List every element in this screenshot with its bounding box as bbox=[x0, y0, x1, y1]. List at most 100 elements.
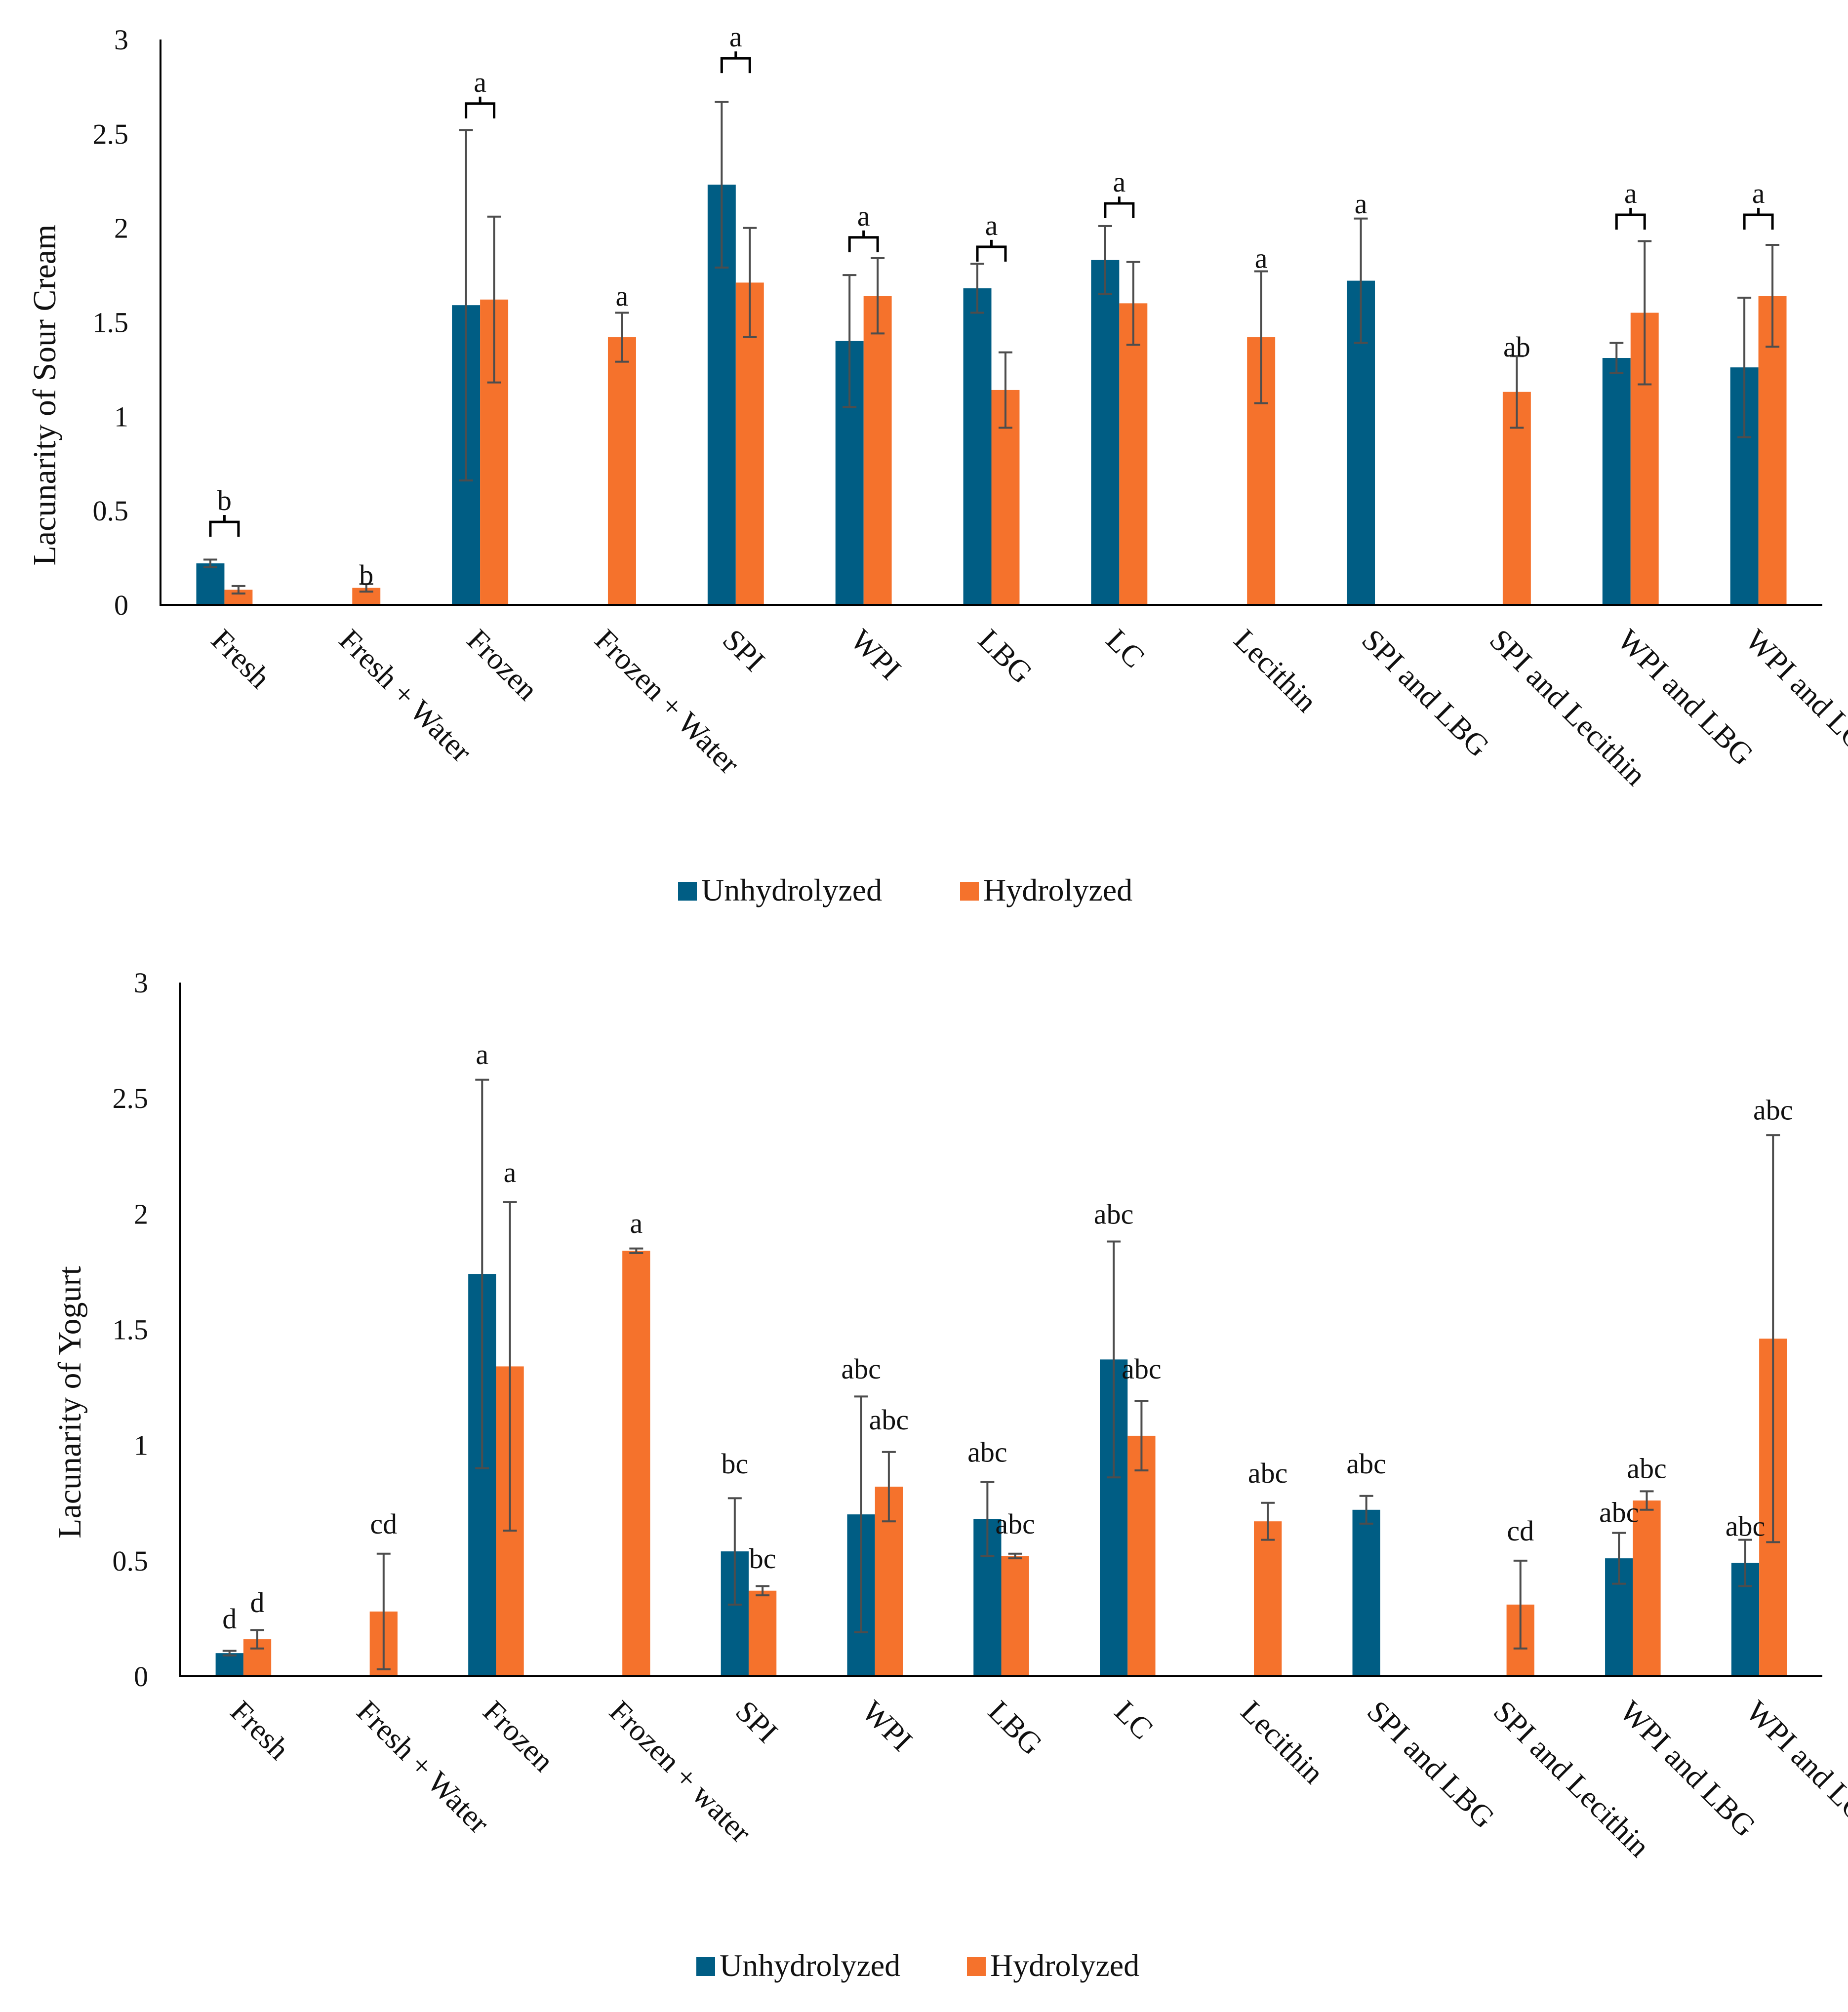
sour-cream-y-axis-label: Lacunarity of Sour Cream bbox=[27, 225, 63, 566]
sour-cream-error-bar bbox=[231, 585, 245, 595]
sour-cream-category-label: Frozen bbox=[460, 623, 544, 707]
sour-cream-error-bar bbox=[871, 257, 885, 335]
yogurt-legend: Unhydrolyzed Hydrolyzed bbox=[696, 1948, 1139, 1983]
sour-cream-bars bbox=[196, 184, 1787, 605]
yogurt-bar-hydrolyzed bbox=[748, 1590, 777, 1676]
sour-cream-y-tick-label: 2.5 bbox=[93, 118, 129, 150]
yogurt-error-bar bbox=[727, 1497, 742, 1606]
yogurt-significance-letter: abc bbox=[1726, 1510, 1766, 1542]
yogurt-bar-hydrolyzed bbox=[622, 1251, 650, 1676]
yogurt-category-label: Fresh bbox=[224, 1695, 296, 1767]
yogurt-error-bar bbox=[503, 1201, 517, 1532]
yogurt-significance-letter: d bbox=[222, 1603, 237, 1635]
yogurt-significance-letter: abc bbox=[1248, 1457, 1288, 1489]
sour-cream-bar-hydrolyzed bbox=[607, 337, 636, 605]
sour-cream-error-bar bbox=[615, 312, 629, 363]
yogurt-error-bar bbox=[222, 1650, 237, 1657]
yogurt-y-tick-label: 2.5 bbox=[113, 1082, 149, 1114]
yogurt-error-bar bbox=[629, 1247, 643, 1254]
sour-cream-significance-letter: a bbox=[616, 280, 629, 312]
sour-cream-category-label: WPI bbox=[844, 623, 907, 686]
sour-cream-significance-bracket bbox=[1104, 202, 1135, 219]
sour-cream-significance-letter: a bbox=[1624, 177, 1637, 209]
yogurt-error-bar bbox=[1766, 1134, 1780, 1543]
yogurt-significance-letter: cd bbox=[1507, 1515, 1534, 1547]
yogurt-significance-letter: abc bbox=[869, 1404, 909, 1436]
yogurt-error-bar bbox=[1640, 1490, 1654, 1511]
yogurt-chart: Lacunarity of Yogurt 0 0.5 1 1.5 2 2.5 3 dd cd a… bbox=[52, 967, 1848, 1983]
yogurt-legend-unhydrolyzed-label: Unhydrolyzed bbox=[720, 1948, 900, 1983]
sour-cream-significance-bracket bbox=[1743, 213, 1774, 230]
yogurt-y-axis-label: Lacunarity of Yogurt bbox=[52, 1266, 88, 1539]
sour-cream-error-bar bbox=[203, 558, 217, 568]
yogurt-error-bar bbox=[376, 1552, 391, 1670]
sour-cream-category-label: SPI and LBG bbox=[1355, 623, 1495, 763]
yogurt-significance-letter: a bbox=[630, 1207, 643, 1239]
sour-cream-category-label: LBG bbox=[972, 623, 1039, 690]
sour-cream-y-tick-label: 0 bbox=[114, 589, 128, 621]
sour-cream-legend-hydrolyzed-swatch bbox=[960, 882, 979, 901]
sour-cream-category-label: LC bbox=[1099, 623, 1151, 674]
sour-cream-error-bars bbox=[203, 100, 1780, 595]
yogurt-y-tick-label: 0.5 bbox=[113, 1545, 149, 1577]
yogurt-significance-letter: abc bbox=[841, 1353, 881, 1385]
yogurt-bar-hydrolyzed bbox=[1001, 1556, 1029, 1676]
sour-cream-y-tick-label: 1.5 bbox=[93, 307, 129, 339]
sour-cream-category-label: Fresh bbox=[205, 623, 277, 695]
yogurt-bar-hydrolyzed bbox=[1127, 1435, 1156, 1676]
sour-cream-significance: b b a a a a a a a a ab a a bbox=[209, 21, 1774, 591]
yogurt-significance-letter: abc bbox=[1094, 1198, 1134, 1230]
sour-cream-legend: Unhydrolyzed Hydrolyzed bbox=[678, 872, 1132, 907]
yogurt-error-bar bbox=[854, 1395, 868, 1634]
yogurt-category-label: WPI and LC bbox=[1739, 1695, 1848, 1828]
yogurt-significance-letter: abc bbox=[1753, 1094, 1793, 1126]
sour-cream-error-bar bbox=[359, 583, 373, 593]
sour-cream-significance-letter: a bbox=[1113, 166, 1125, 198]
sour-cream-significance-letter: b bbox=[359, 559, 373, 591]
sour-cream-significance-letter: ab bbox=[1503, 331, 1530, 363]
yogurt-category-label: SPI and LBG bbox=[1361, 1695, 1501, 1835]
yogurt-y-ticks: 0 0.5 1 1.5 2 2.5 3 bbox=[113, 967, 149, 1693]
yogurt-y-tick-label: 0 bbox=[134, 1660, 148, 1693]
yogurt-significance-letter: abc bbox=[1627, 1453, 1667, 1485]
yogurt-legend-unhydrolyzed-swatch bbox=[696, 1957, 715, 1976]
sour-cream-y-tick-label: 1 bbox=[114, 400, 128, 433]
sour-cream-error-bar bbox=[1737, 296, 1752, 438]
yogurt-significance-letter: cd bbox=[370, 1508, 397, 1540]
sour-cream-significance-letter: a bbox=[1355, 188, 1367, 220]
yogurt-category-label: SPI bbox=[729, 1695, 784, 1749]
yogurt-error-bar bbox=[1359, 1495, 1373, 1525]
sour-cream-category-label: SPI bbox=[716, 623, 771, 678]
yogurt-significance-letter: a bbox=[504, 1156, 517, 1188]
yogurt-significance-letter: bc bbox=[721, 1448, 748, 1480]
yogurt-error-bar bbox=[1612, 1532, 1626, 1585]
yogurt-bar-unhydrolyzed bbox=[215, 1653, 243, 1676]
sour-cream-significance-letter: a bbox=[729, 21, 742, 53]
yogurt-category-label: Frozen bbox=[477, 1695, 561, 1778]
sour-cream-significance-letter: a bbox=[985, 209, 998, 241]
sour-cream-y-tick-label: 3 bbox=[114, 24, 128, 56]
yogurt-error-bar bbox=[1107, 1240, 1121, 1479]
yogurt-error-bars bbox=[222, 1078, 1780, 1670]
yogurt-error-bar bbox=[1513, 1559, 1527, 1650]
yogurt-error-bar bbox=[475, 1078, 489, 1469]
sour-cream-category-label: Lecithin bbox=[1227, 623, 1323, 719]
yogurt-y-tick-label: 1.5 bbox=[113, 1314, 149, 1346]
sour-cream-chart: Lacunarity of Sour Cream 0 0.5 1 1.5 2 2.5 3 b… bbox=[27, 21, 1848, 907]
sour-cream-error-bar bbox=[1638, 240, 1652, 386]
yogurt-error-bar bbox=[1738, 1539, 1752, 1587]
yogurt-significance-letter: abc bbox=[1122, 1353, 1162, 1385]
yogurt-significance-letter: abc bbox=[1599, 1496, 1639, 1528]
sour-cream-error-bar bbox=[487, 215, 501, 384]
yogurt-y-tick-label: 1 bbox=[134, 1429, 148, 1461]
sour-cream-error-bar bbox=[970, 263, 985, 314]
sour-cream-significance-letter: a bbox=[857, 200, 870, 232]
sour-cream-bar-hydrolyzed bbox=[1119, 303, 1148, 605]
sour-cream-error-bar bbox=[459, 129, 473, 482]
yogurt-y-tick-label: 3 bbox=[134, 967, 148, 999]
yogurt-significance-letter: abc bbox=[1346, 1448, 1386, 1480]
